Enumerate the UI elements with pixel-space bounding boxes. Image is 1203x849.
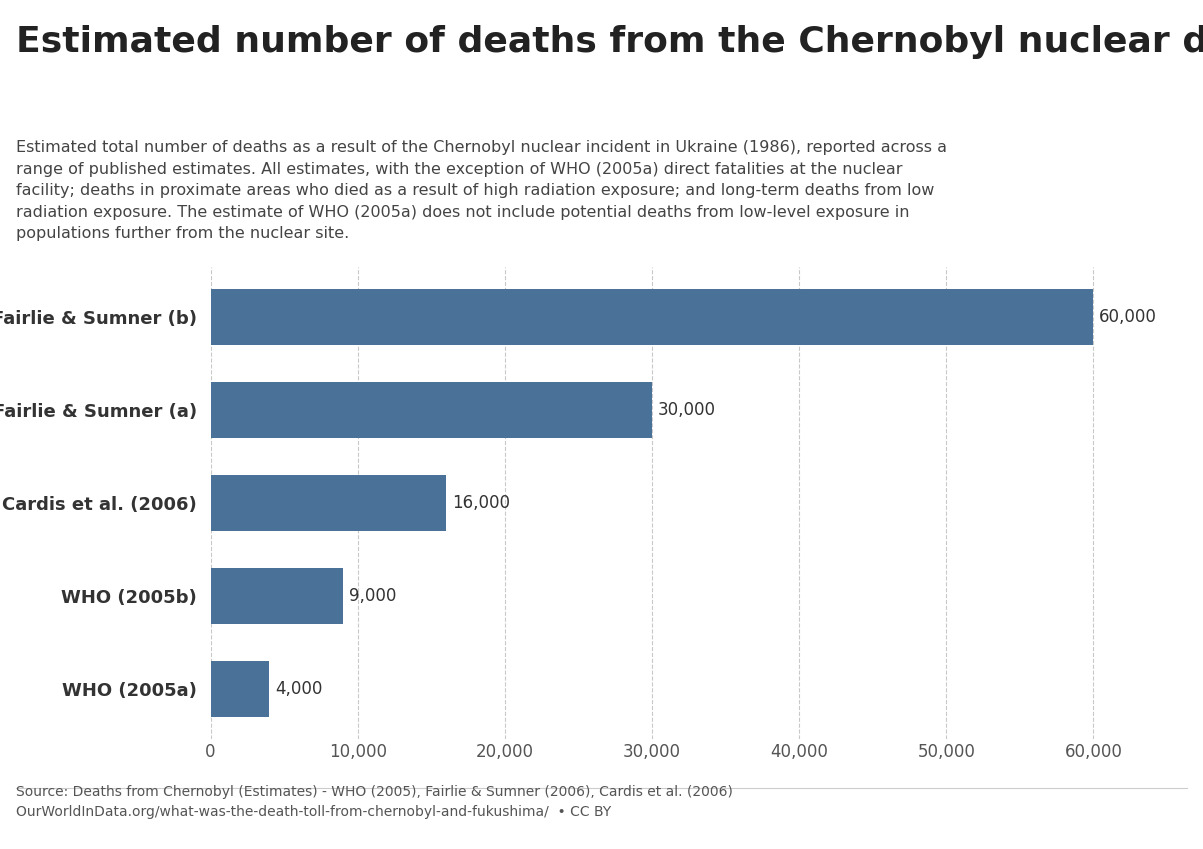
Bar xyxy=(211,289,1094,345)
Text: 16,000: 16,000 xyxy=(452,494,510,512)
Text: Estimated number of deaths from the Chernobyl nuclear disaster: Estimated number of deaths from the Cher… xyxy=(16,25,1203,59)
Text: 9,000: 9,000 xyxy=(349,588,396,605)
Bar xyxy=(211,568,343,624)
Text: in Data: in Data xyxy=(1084,65,1143,81)
Bar xyxy=(211,661,269,717)
Bar xyxy=(211,382,652,438)
Text: 60,000: 60,000 xyxy=(1100,308,1157,326)
Text: Source: Deaths from Chernobyl (Estimates) - WHO (2005), Fairlie & Sumner (2006),: Source: Deaths from Chernobyl (Estimates… xyxy=(16,785,733,818)
Bar xyxy=(211,475,446,531)
Text: 4,000: 4,000 xyxy=(275,680,322,698)
Text: Estimated total number of deaths as a result of the Chernobyl nuclear incident i: Estimated total number of deaths as a re… xyxy=(16,140,947,241)
Text: Our World: Our World xyxy=(1072,37,1155,52)
Text: 30,000: 30,000 xyxy=(658,401,716,419)
